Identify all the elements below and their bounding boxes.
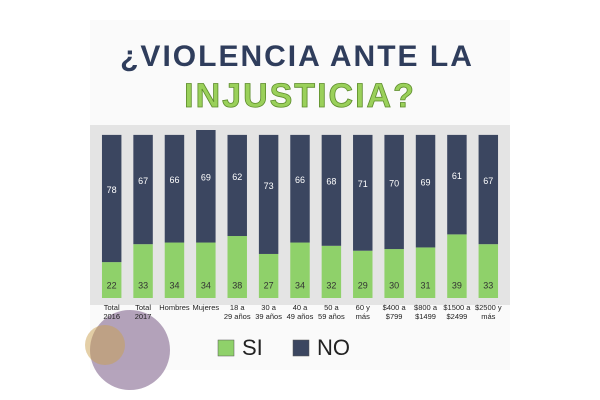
legend-swatch	[292, 339, 310, 357]
x-tick-label: Total 2016	[103, 303, 120, 321]
bar-segment	[478, 244, 499, 298]
legend-swatch	[217, 339, 235, 357]
x-tick-label: $800 a $1499	[414, 303, 438, 321]
value-label: 69	[421, 178, 431, 188]
legend-label: NO	[317, 335, 350, 360]
x-tick-label: 40 a 49 años	[287, 303, 314, 321]
bar-segment	[384, 134, 404, 250]
x-tick-label: Mujeres	[193, 303, 220, 312]
value-label: 22	[107, 280, 117, 290]
value-label: 68	[326, 177, 336, 187]
bar-segment	[353, 134, 373, 251]
x-tick-label: $1500 a $2499	[443, 303, 471, 321]
bar-segment	[258, 253, 279, 298]
value-label: 29	[358, 280, 368, 290]
bar-segment	[196, 242, 216, 298]
bar-segment	[321, 134, 342, 246]
bar-segment	[101, 134, 122, 263]
value-label: 62	[232, 172, 242, 182]
value-label: 32	[326, 280, 336, 290]
value-label: 33	[483, 280, 493, 290]
bar-segment	[101, 262, 122, 298]
x-tick-label: $400 a $799	[383, 303, 407, 321]
bar-segment	[258, 134, 279, 254]
bar-segment	[415, 134, 436, 248]
x-tick-label: Total 2017	[135, 303, 152, 321]
value-label: 34	[169, 280, 179, 290]
bar-segment	[164, 134, 185, 243]
bar-segment	[447, 234, 467, 298]
bar-segment	[290, 242, 310, 298]
value-label: 30	[389, 280, 399, 290]
value-label: 33	[138, 280, 148, 290]
bar-segment	[290, 134, 310, 243]
bar-segment	[133, 134, 153, 245]
value-label: 39	[452, 280, 462, 290]
x-tick-label: Hombres	[159, 303, 190, 312]
value-label: 78	[107, 185, 117, 195]
value-label: 38	[232, 280, 242, 290]
x-tick-label: 50 a 59 años	[318, 303, 345, 321]
bar-segment	[321, 245, 342, 298]
x-tick-label: 18 a 29 años	[224, 303, 251, 321]
value-label: 70	[389, 178, 399, 188]
bar-segment	[384, 249, 404, 298]
bar-segment	[353, 250, 373, 298]
x-tick-label: 60 y más	[356, 303, 370, 321]
value-label: 34	[201, 280, 211, 290]
value-label: 66	[295, 175, 305, 185]
bar-segment	[196, 130, 216, 243]
value-label: 31	[421, 280, 431, 290]
value-label: 27	[264, 280, 274, 290]
x-tick-label: $2500 y más	[475, 303, 502, 321]
value-label: 67	[138, 176, 148, 186]
value-label: 67	[483, 176, 493, 186]
value-label: 66	[169, 175, 179, 185]
x-tick-label: 30 a 39 años	[255, 303, 282, 321]
bar-segment	[227, 236, 247, 298]
chart-title: ¿VIOLENCIA ANTE LA	[120, 40, 474, 73]
value-label: 69	[201, 173, 211, 183]
chart-subtitle: INJUSTICIA?	[184, 77, 416, 115]
value-label: 71	[358, 179, 368, 189]
bar-segment	[415, 247, 436, 298]
legend-label: SI	[242, 335, 263, 360]
value-label: 73	[264, 181, 274, 191]
bar-segment	[478, 134, 499, 245]
bar-segment	[164, 242, 185, 298]
bar-segment	[447, 134, 467, 235]
decoration	[85, 325, 125, 365]
value-label: 34	[295, 280, 305, 290]
bar-segment	[227, 134, 247, 237]
value-label: 61	[452, 171, 462, 181]
bar-segment	[133, 244, 153, 298]
